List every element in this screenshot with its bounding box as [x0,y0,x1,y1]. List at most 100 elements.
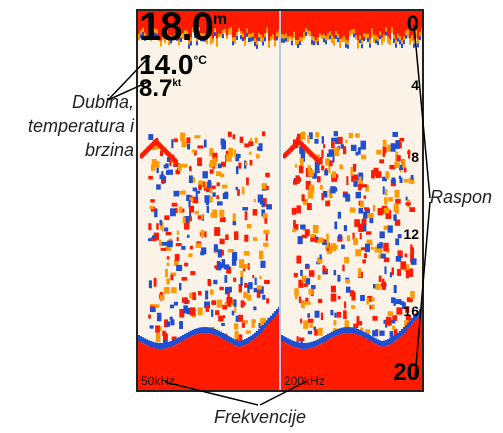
sonar-pixel [399,330,401,337]
sonar-pixel [248,282,253,290]
sonar-pixel [410,247,415,255]
sonar-pixel [335,35,337,40]
sonar-pixel [401,329,403,336]
sonar-pixel [308,318,314,323]
sonar-pixel [186,34,188,39]
sonar-pixel [397,338,399,390]
sonar-pixel [410,258,417,265]
sonar-pixel [342,192,349,198]
sonar-pixel [363,11,365,34]
sonar-pixel [253,287,259,293]
sonar-pixel [222,34,224,39]
sonar-pixel [397,250,403,259]
sonar-pixel [393,214,397,221]
sonar-pixel [327,11,329,34]
sonar-pixel [321,343,323,390]
sonar-pixel [317,345,319,390]
sonar-pixel [342,264,345,272]
sonar-pixel [244,234,249,242]
sonar-pixel [315,11,317,41]
sonar-pixel [228,28,230,35]
sonar-pixel [212,152,218,162]
sonar-pixel [371,304,375,310]
sonar-pixel [265,232,268,241]
sonar-pixel [174,33,176,37]
sonar-pixel [276,32,278,37]
sonar-pixel [293,179,298,185]
sonar-pixel [297,236,303,245]
sonar-pixel [189,307,196,316]
sonar-pixel [301,194,305,202]
sonar-pixel [409,177,415,184]
sonar-pixel [169,158,172,167]
sonar-pixel [339,328,341,335]
sonar-pixel [392,315,398,322]
sonar-pixel [200,214,204,220]
sonar-pixel [150,164,156,171]
sonar-pixel [405,202,411,206]
scale-label-4: 4 [411,77,419,93]
sonar-pixel [330,293,337,302]
sonar-pixel [154,348,156,390]
sonar-pixel [168,39,170,46]
sonar-pixel [251,319,255,328]
sonar-pixel [405,11,407,31]
sonar-pixel [192,329,194,336]
sonar-pixel [160,349,162,390]
sonar-pixel [204,333,206,390]
sonar-pixel [358,207,364,214]
sonar-pixel [263,242,269,247]
sonar-pixel [339,39,341,48]
sonar-pixel [367,37,369,42]
sonar-pixel [257,194,264,203]
sonar-pixel [238,314,244,322]
sonar-pixel [173,260,179,266]
sonar-pixel [357,334,359,390]
sonar-pixel [232,213,236,223]
sonar-pixel [417,39,419,44]
sonar-pixel [256,336,258,390]
sonar-pixel [190,336,192,390]
sonar-pixel [312,234,317,241]
sonar-pixel [233,149,237,158]
sonar-pixel [407,11,409,30]
sonar-pixel [240,300,244,308]
sonar-pixel [170,347,172,390]
sonar-pixel [393,335,395,342]
sonar-pixel [323,11,325,35]
sonar-pixel [243,291,249,299]
sonar-pixel [332,171,337,178]
sonar-pixel [413,43,415,48]
sonar-pixel [333,320,337,326]
sonar-pixel [314,138,319,144]
sonar-pixel [353,327,355,334]
sonar-pixel [182,11,184,34]
sonar-pixel [369,43,371,48]
sonar-pixel [337,34,339,40]
sonar-pixel [234,11,236,38]
sonar-pixel [153,232,159,241]
sonar-pixel [196,41,198,46]
sonar-pixel [337,274,341,282]
sonar-pixel [387,345,389,390]
sonar-pixel [189,245,193,250]
sonar-pixel [242,11,244,34]
sonar-pixel [158,11,160,37]
sonar-pixel [214,334,216,390]
sonar-pixel [170,341,172,348]
sonar-pixel [164,268,168,278]
sonar-pixel [209,148,214,157]
sonar-pixel [142,337,144,344]
sonar-pixel [385,31,387,36]
sonar-pixel [148,346,150,390]
sonar-pixel [224,11,226,29]
sonar-pixel [299,37,301,45]
sonar-pixel [381,37,383,45]
sonar-pixel [238,28,240,32]
sonar-pixel [289,11,291,36]
depth-value: 18.0 [139,9,214,49]
sonar-pixel [404,253,408,258]
sonar-pixel [239,136,244,143]
sonar-pixel [244,39,246,46]
sonar-pixel [144,11,146,33]
